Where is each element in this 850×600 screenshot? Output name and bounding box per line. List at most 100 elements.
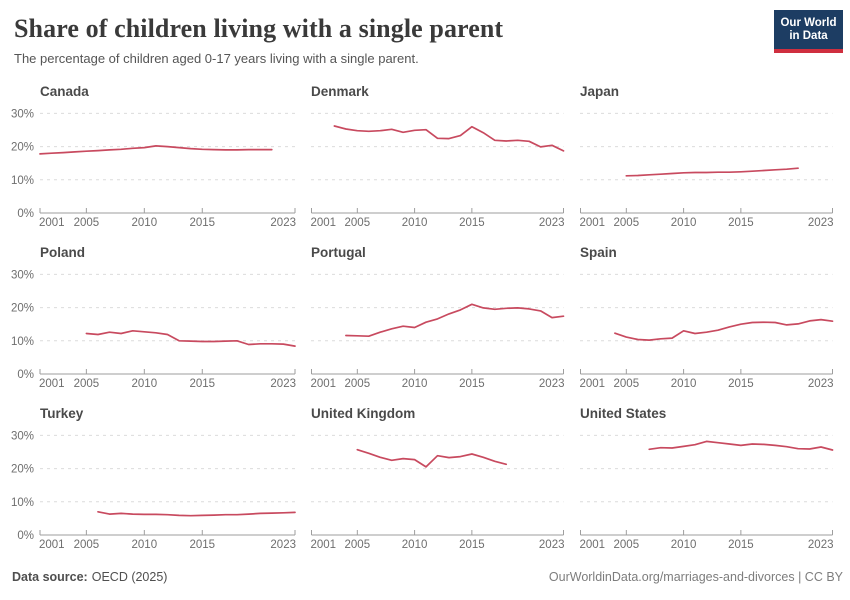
x-tick-label: 2010	[402, 217, 428, 229]
x-tick-label: 2001	[580, 539, 606, 551]
x-tick-label: 2005	[614, 217, 640, 229]
owid-logo-line1: Our World	[780, 17, 837, 29]
data-line-united-kingdom	[356, 448, 508, 468]
x-tick-label: 2010	[402, 539, 428, 551]
y-tick-label: 20%	[11, 142, 34, 154]
x-tick-label: 2023	[539, 378, 565, 390]
y-tick-label: 30%	[11, 108, 34, 120]
x-tick-label: 2015	[459, 539, 485, 551]
data-line-spain	[614, 318, 834, 341]
x-tick-label: 2001	[580, 217, 606, 229]
chart-footer: Data source: OECD (2025) OurWorldinData.o…	[0, 569, 850, 585]
x-tick-label: 2023	[270, 378, 296, 390]
x-tick-label: 2015	[189, 217, 215, 229]
x-tick-label: 2023	[808, 217, 834, 229]
data-line-turkey	[97, 510, 296, 517]
y-tick-label: 10%	[11, 497, 34, 509]
x-tick-label: 2010	[132, 378, 158, 390]
chart-cell-japan: Japan 2001 2005 2010 2015 2023	[580, 84, 834, 233]
x-tick-label: 2005	[74, 217, 100, 229]
x-tick-label: 2010	[671, 378, 697, 390]
x-tick-label: 2010	[132, 217, 158, 229]
x-tick-label: 2015	[728, 378, 754, 390]
data-line-japan	[625, 167, 799, 177]
data-line-denmark	[333, 125, 565, 152]
chart-title-denmark: Denmark	[311, 84, 369, 99]
chart-cell-poland: Poland 2001 2005 2010 2015 2023 0% 10% 20% 30%	[11, 245, 296, 394]
y-tick-label: 0%	[17, 369, 34, 381]
x-tick-label: 2001	[580, 378, 606, 390]
x-tick-label: 2015	[189, 539, 215, 551]
x-tick-label: 2010	[671, 217, 697, 229]
chart-plot-japan: 2001 2005 2010 2015 2023	[580, 112, 834, 229]
x-tick-label: 2005	[74, 539, 100, 551]
chart-title-united-kingdom: United Kingdom	[311, 406, 416, 421]
x-tick-label: 2005	[614, 539, 640, 551]
chart-plot-denmark: 2001 2005 2010 2015 2023	[311, 112, 565, 229]
data-line-united-states	[648, 440, 834, 451]
x-tick-label: 2005	[345, 217, 371, 229]
chart-title-spain: Spain	[580, 245, 617, 260]
x-tick-label: 2015	[728, 539, 754, 551]
x-tick-label: 2001	[39, 217, 65, 229]
data-source-label: Data source:	[12, 570, 88, 584]
chart-plot-canada: 2001 2005 2010 2015 2023 0% 10% 20% 30%	[11, 108, 296, 229]
chart-title-turkey: Turkey	[40, 406, 84, 421]
x-tick-label: 2001	[311, 378, 337, 390]
chart-header: Share of children living with a single p…	[0, 0, 850, 67]
chart-plot-united-states: 2001 2005 2010 2015 2023	[580, 434, 834, 551]
x-tick-label: 2023	[808, 378, 834, 390]
x-tick-label: 2005	[614, 378, 640, 390]
x-tick-label: 2023	[539, 539, 565, 551]
page-title: Share of children living with a single p…	[14, 14, 504, 43]
x-tick-label: 2023	[270, 539, 296, 551]
data-line-canada	[39, 145, 273, 155]
chart-plot-spain: 2001 2005 2010 2015 2023	[580, 273, 834, 390]
y-tick-label: 30%	[11, 430, 34, 442]
chart-title-canada: Canada	[40, 84, 89, 99]
y-tick-label: 20%	[11, 303, 34, 315]
x-tick-label: 2023	[808, 539, 834, 551]
chart-title-poland: Poland	[40, 245, 86, 260]
chart-cell-portugal: Portugal 2001 2005 2010 2015 2023	[311, 245, 565, 394]
x-tick-label: 2005	[345, 378, 371, 390]
chart-cell-united-states: United States 2001 2005 2010 2015 2023	[580, 406, 834, 555]
x-tick-label: 2015	[459, 378, 485, 390]
chart-cell-spain: Spain 2001 2005 2010 2015 2023	[580, 245, 834, 394]
chart-cell-turkey: Turkey 2001 2005 2010 2015 2023 0% 10% 20% 30%	[11, 406, 296, 555]
data-source-value: OECD (2025)	[91, 570, 168, 584]
x-tick-label: 2023	[539, 217, 565, 229]
data-source: Data source: OECD (2025)	[12, 569, 167, 585]
chart-title-japan: Japan	[580, 84, 620, 99]
chart-title-united-states: United States	[580, 406, 667, 421]
chart-title-portugal: Portugal	[311, 245, 366, 260]
chart-plot-poland: 2001 2005 2010 2015 2023 0% 10% 20% 30%	[11, 269, 296, 390]
x-tick-label: 2005	[74, 378, 100, 390]
y-tick-label: 10%	[11, 336, 34, 348]
chart-plot-portugal: 2001 2005 2010 2015 2023	[311, 273, 565, 390]
x-tick-label: 2015	[189, 378, 215, 390]
y-tick-label: 30%	[11, 269, 34, 281]
data-line-portugal	[345, 303, 565, 338]
x-tick-label: 2010	[671, 539, 697, 551]
y-tick-label: 10%	[11, 175, 34, 187]
x-tick-label: 2001	[39, 378, 65, 390]
x-tick-label: 2001	[311, 217, 337, 229]
footer-url-license[interactable]: OurWorldinData.org/marriages-and-divorce…	[548, 570, 843, 584]
y-tick-label: 20%	[11, 464, 34, 476]
x-tick-label: 2015	[459, 217, 485, 229]
x-tick-label: 2001	[311, 539, 337, 551]
chart-plot-united-kingdom: 2001 2005 2010 2015 2023	[311, 434, 565, 551]
x-tick-label: 2023	[270, 217, 296, 229]
data-line-poland	[85, 329, 296, 347]
chart-cell-denmark: Denmark 2001 2005 2010 2015 2023	[311, 84, 565, 233]
x-tick-label: 2005	[345, 539, 371, 551]
owid-logo: Our World in Data	[774, 10, 843, 53]
chart-cell-canada: Canada 2001 2005 2010 2015 2023 0% 10% 20% 30%	[11, 84, 296, 233]
y-tick-label: 0%	[17, 208, 34, 220]
owid-logo-line2: in Data	[789, 30, 828, 42]
small-multiples-grid: Canada 2001 2005 2010 2015 2023 0% 10% 20% 30% Den…	[0, 84, 850, 555]
chart-plot-turkey: 2001 2005 2010 2015 2023 0% 10% 20% 30%	[11, 430, 296, 551]
x-tick-label: 2010	[402, 378, 428, 390]
x-tick-label: 2010	[132, 539, 158, 551]
